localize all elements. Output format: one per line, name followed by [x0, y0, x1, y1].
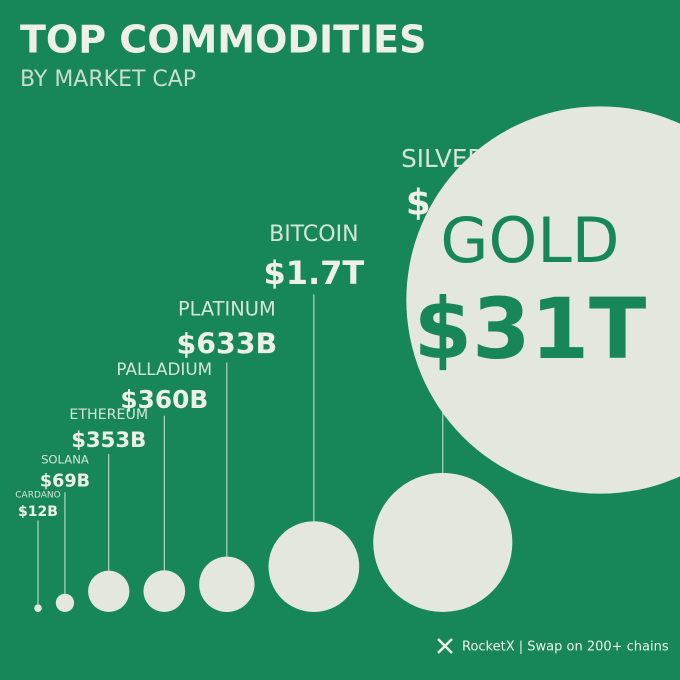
chart-title: TOP COMMODITIES	[20, 18, 427, 62]
bubble-name: GOLD	[440, 204, 619, 277]
bubble-value: $1.7T	[263, 254, 364, 292]
bubble	[373, 472, 513, 612]
bubble-value: $360B	[120, 385, 208, 414]
chart-subtitle: BY MARKET CAP	[20, 67, 196, 92]
bubble	[199, 556, 255, 613]
bubble-value: $69B	[40, 472, 90, 492]
bubble-value: $12B	[18, 504, 58, 520]
bubble-name: CARDANO	[15, 491, 60, 501]
logo	[437, 638, 453, 654]
bubble	[88, 570, 130, 612]
footer: RocketX | Swap on 200+ chains	[462, 640, 669, 655]
bubble-name: PLATINUM	[178, 298, 276, 321]
bubble	[406, 106, 680, 494]
bubble	[34, 604, 42, 613]
bubble-value: $633B	[177, 327, 278, 360]
bubble-name: SOLANA	[41, 453, 89, 467]
bubble	[268, 521, 360, 612]
bubble-value: $353B	[71, 427, 146, 452]
bubble-name: PALLADIUM	[116, 359, 212, 379]
bubble	[55, 593, 75, 613]
bubble-name: BITCOIN	[269, 222, 358, 247]
bubble	[143, 570, 186, 612]
bubble-value: $31T	[414, 280, 647, 378]
bubble-name: ETHEREUM	[69, 407, 148, 423]
